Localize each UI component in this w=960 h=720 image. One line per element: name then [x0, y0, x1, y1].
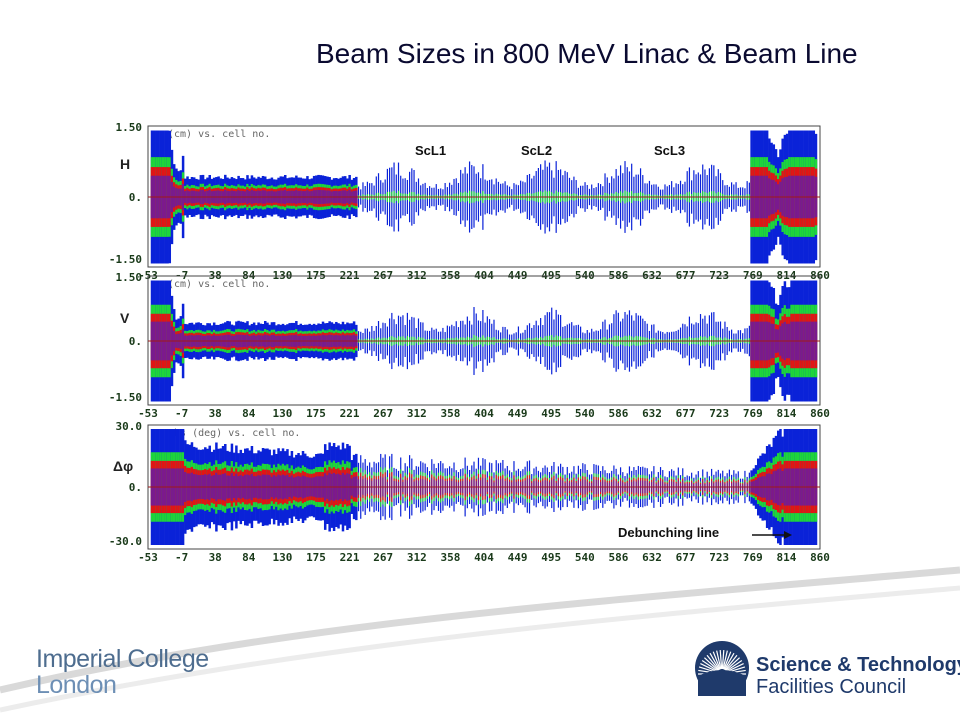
x-tick-label: 723 — [709, 407, 729, 420]
y-tick-label: -1.50 — [109, 253, 142, 266]
beam-size-plots: 1.50 0. -1.50 (cm) vs. cell no. -53 -7 38 84 130… — [109, 121, 830, 564]
x-tick-label: 38 — [209, 551, 222, 564]
x-tick-label: 632 — [642, 551, 662, 564]
x-tick-label: 130 — [272, 407, 292, 420]
x-tick-label: 449 — [508, 551, 528, 564]
annotation-scl1: ScL1 — [415, 143, 447, 158]
x-tick-label: 38 — [209, 407, 222, 420]
x-tick-label: 267 — [373, 407, 393, 420]
x-tick-label: 312 — [407, 551, 427, 564]
stfc-logo-line2: Facilities Council — [756, 676, 907, 698]
plot-panel-V: 1.50 0. -1.50 (cm) vs. cell no. -53 -7 38 84 130… — [109, 271, 830, 420]
x-tick-label: 586 — [608, 407, 628, 420]
x-tick-label: 723 — [709, 551, 729, 564]
x-tick-label: 632 — [642, 407, 662, 420]
y-tick-label: -1.50 — [109, 391, 142, 404]
x-tick-label: 175 — [306, 407, 326, 420]
imperial-college-logo: Imperial College London — [36, 646, 209, 698]
debunching-arrow-icon — [752, 531, 792, 539]
x-tick-label: 404 — [474, 407, 494, 420]
plot-header: (cm) vs. cell no. — [168, 279, 270, 290]
y-tick-label: 1.50 — [116, 121, 143, 134]
y-tick-label: -30.0 — [109, 535, 142, 548]
x-tick-label: 312 — [407, 407, 427, 420]
panel-label-h: H — [120, 156, 131, 172]
x-tick-label: 84 — [242, 551, 256, 564]
x-tick-label: 860 — [810, 551, 830, 564]
x-tick-label: -53 — [138, 407, 158, 420]
plot-panel-H: 1.500.-1.50(cm) vs. cell no.-53 -7 38 84 130… — [109, 121, 830, 282]
x-tick-label: 495 — [541, 551, 561, 564]
x-tick-label: 586 — [608, 551, 628, 564]
x-tick-label: 814 — [776, 551, 796, 564]
x-tick-label: 404 — [474, 551, 494, 564]
x-tick-label: 495 — [541, 407, 561, 420]
y-tick-label: 0. — [129, 481, 142, 494]
x-tick-label: -53 — [138, 551, 158, 564]
x-tick-label: 814 — [776, 407, 796, 420]
plot-header: phs (deg) vs. cell no. — [168, 428, 300, 439]
stfc-logo-text: Science & Technology Facilities Council — [756, 654, 960, 698]
annotation-scl3: ScL3 — [654, 143, 686, 158]
panel-label-dphi: Δφ — [113, 458, 134, 474]
panel-label-v: V — [120, 310, 130, 326]
y-tick-label: 30.0 — [116, 420, 143, 433]
x-tick-label: -7 — [175, 551, 188, 564]
y-tick-label: 0. — [129, 335, 142, 348]
x-tick-label: 860 — [810, 407, 830, 420]
x-tick-label: 175 — [306, 551, 326, 564]
x-tick-label: 221 — [340, 407, 360, 420]
x-tick-label: 221 — [340, 551, 360, 564]
x-tick-label: -7 — [175, 407, 188, 420]
x-tick-label: 449 — [508, 407, 528, 420]
annotation-scl2: ScL2 — [521, 143, 553, 158]
x-tick-label: 540 — [575, 551, 595, 564]
x-tick-label: 677 — [676, 407, 696, 420]
x-tick-label: 130 — [272, 551, 292, 564]
y-tick-label: 0. — [129, 191, 142, 204]
stfc-sunburst-icon — [695, 641, 749, 696]
x-tick-label: 540 — [575, 407, 595, 420]
x-tick-label: 677 — [676, 551, 696, 564]
stfc-logo-line1: Science & Technology — [756, 654, 960, 676]
plot-panel-Δφ: 30.0 0. -30.0 phs (deg) vs. cell no. -53 -7 38… — [109, 420, 830, 564]
x-tick-label: 358 — [440, 551, 460, 564]
x-tick-label: 84 — [242, 407, 256, 420]
imperial-logo-line2: London — [36, 671, 117, 699]
imperial-logo-line1: Imperial College — [36, 645, 209, 673]
plot-header: (cm) vs. cell no. — [168, 129, 270, 140]
slide-title: Beam Sizes in 800 MeV Linac & Beam Line — [316, 38, 858, 69]
footer-swoosh — [0, 566, 960, 713]
annotation-debunching-line: Debunching line — [618, 525, 720, 540]
x-tick-label: 267 — [373, 551, 393, 564]
x-tick-label: 769 — [743, 407, 763, 420]
x-tick-label: 358 — [440, 407, 460, 420]
x-tick-label: 769 — [743, 551, 763, 564]
y-tick-label: 1.50 — [116, 271, 143, 284]
